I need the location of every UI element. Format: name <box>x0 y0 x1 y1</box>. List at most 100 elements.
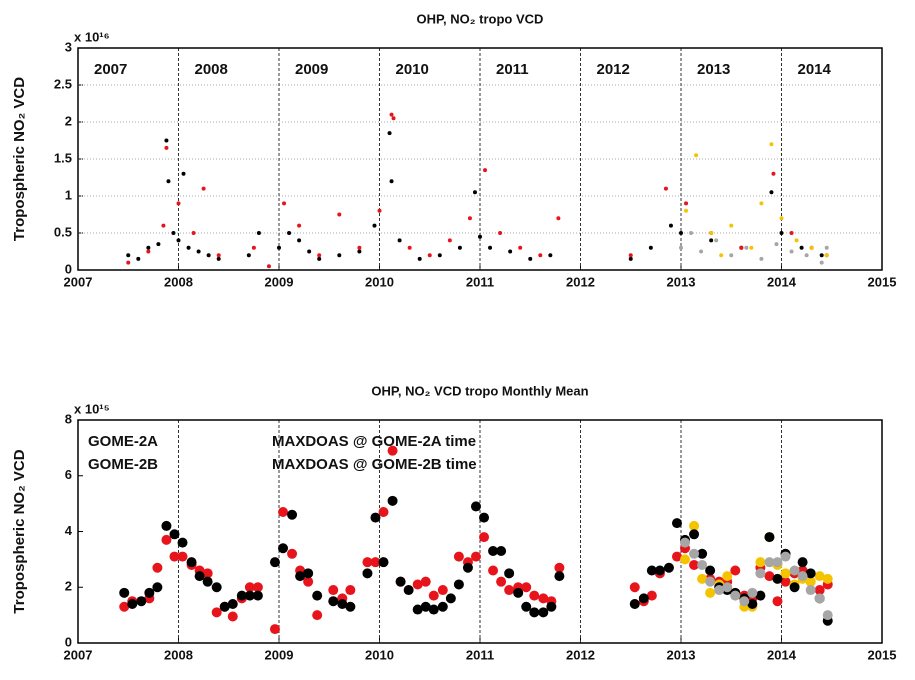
point <box>297 238 302 243</box>
x-tick-label: 2014 <box>767 274 797 289</box>
point <box>789 231 794 235</box>
point <box>529 590 540 601</box>
point <box>337 598 348 609</box>
y-tick-label: 2 <box>65 113 72 128</box>
point <box>428 590 439 601</box>
x-tick-label: 2009 <box>265 274 294 289</box>
point <box>769 142 774 147</box>
point <box>219 601 230 612</box>
point <box>202 568 213 579</box>
point <box>739 245 744 250</box>
y-tick-label: 2.5 <box>54 76 72 91</box>
point <box>479 512 490 523</box>
point <box>772 596 783 607</box>
point <box>244 590 255 601</box>
point <box>357 245 362 250</box>
point <box>789 565 800 576</box>
point <box>156 242 161 247</box>
point <box>689 548 700 559</box>
point <box>498 231 503 235</box>
point <box>729 223 734 228</box>
point <box>684 208 689 213</box>
point <box>684 201 689 206</box>
point <box>722 571 733 582</box>
point <box>211 582 222 593</box>
point <box>119 601 130 612</box>
point <box>774 242 779 247</box>
point <box>709 231 714 235</box>
point <box>470 551 481 562</box>
point <box>372 223 377 228</box>
x-tick-label: 2011 <box>466 647 494 662</box>
point <box>719 253 724 258</box>
point <box>362 557 373 568</box>
point <box>126 260 131 265</box>
point <box>797 557 808 568</box>
y-tick-label: 8 <box>65 411 72 426</box>
point <box>654 565 665 576</box>
point <box>428 604 439 615</box>
point <box>554 562 565 573</box>
point <box>538 607 549 618</box>
y-multiplier: x 10¹⁵ <box>74 401 110 416</box>
point <box>764 571 775 582</box>
point <box>705 587 716 598</box>
point <box>809 245 814 250</box>
y-tick-label: 0 <box>65 261 72 276</box>
point <box>705 576 716 587</box>
point <box>252 590 263 601</box>
point <box>680 554 691 565</box>
point <box>177 551 188 562</box>
x-tick-label: 2012 <box>566 274 595 289</box>
point <box>488 546 499 557</box>
point <box>146 249 151 254</box>
point <box>789 582 800 593</box>
point <box>453 551 464 562</box>
point <box>668 223 673 228</box>
point <box>462 562 473 573</box>
point <box>629 598 640 609</box>
x-tick-label: 2014 <box>767 647 797 662</box>
point <box>412 579 423 590</box>
point <box>437 601 448 612</box>
point <box>389 112 394 117</box>
point <box>377 208 382 213</box>
point <box>730 590 741 601</box>
point <box>814 571 825 582</box>
point <box>772 557 783 568</box>
point <box>729 253 734 258</box>
point <box>747 598 758 609</box>
y-tick-label: 3 <box>65 39 72 54</box>
point <box>378 506 389 517</box>
point <box>417 256 422 261</box>
point <box>251 245 256 250</box>
point <box>554 571 565 582</box>
point <box>370 512 381 523</box>
point <box>169 529 180 540</box>
year-label: 2014 <box>798 61 832 78</box>
point <box>739 596 750 607</box>
point <box>387 445 398 456</box>
point <box>303 576 314 587</box>
point <box>278 506 289 517</box>
point <box>470 501 481 512</box>
y-tick-label: 4 <box>65 523 73 538</box>
point <box>387 495 398 506</box>
point <box>282 201 287 206</box>
point <box>755 568 766 579</box>
y-tick-label: 6 <box>65 467 72 482</box>
year-label: 2012 <box>597 61 630 78</box>
point <box>513 587 524 598</box>
point <box>479 532 490 543</box>
y-tick-label: 0.5 <box>54 224 72 239</box>
point <box>152 562 163 573</box>
point <box>176 201 181 206</box>
point <box>370 557 381 568</box>
point <box>663 562 674 573</box>
point <box>714 238 719 243</box>
point <box>420 576 431 587</box>
point <box>328 585 339 596</box>
point <box>538 593 549 604</box>
point <box>119 587 130 598</box>
x-tick-label: 2008 <box>164 647 193 662</box>
